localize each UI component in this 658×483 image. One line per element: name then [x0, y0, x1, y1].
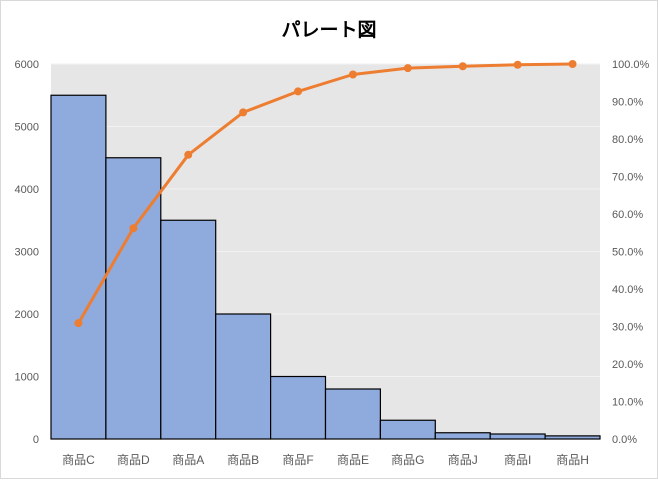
- bar: [489, 433, 546, 440]
- bar: [324, 388, 382, 440]
- line-point: [403, 64, 412, 73]
- line-point: [348, 70, 357, 79]
- line-point: [129, 224, 138, 233]
- y-tick-label: 0: [33, 434, 39, 446]
- x-tick-label: 商品A: [172, 452, 204, 467]
- x-tick-label: 商品H: [556, 452, 589, 467]
- line-point: [74, 319, 83, 328]
- y2-tick-label: 20.0%: [612, 359, 643, 371]
- bar: [544, 435, 601, 440]
- y2-tick-label: 50.0%: [612, 247, 643, 259]
- x-tick-label: 商品G: [391, 452, 424, 467]
- y-tick-label: 3000: [15, 247, 39, 259]
- y2-tick-label: 10.0%: [612, 397, 643, 409]
- y2-tick-label: 90.0%: [612, 97, 643, 109]
- line-point: [568, 60, 577, 68]
- y2-tick-label: 80.0%: [612, 134, 643, 146]
- y2-tick-label: 60.0%: [612, 209, 643, 221]
- y2-tick-label: 100.0%: [612, 59, 650, 71]
- y-tick-label: 2000: [15, 309, 39, 321]
- y2-tick-label: 40.0%: [612, 284, 643, 296]
- right-axis-ticks: 0.0% 10.0% 20.0% 30.0% 40.0% 50.0% 60.0% 70.0% 8…: [612, 59, 650, 446]
- bar: [105, 157, 162, 440]
- x-tick-label: 商品C: [62, 452, 95, 467]
- chart-title: パレート図: [281, 19, 377, 41]
- bar: [270, 375, 327, 440]
- bar: [434, 432, 491, 440]
- line-point: [294, 87, 303, 96]
- y2-tick-label: 70.0%: [612, 172, 643, 184]
- x-tick-label: 商品D: [117, 452, 150, 467]
- cumulative-line: [77, 62, 573, 324]
- x-tick-label: 商品B: [227, 452, 259, 467]
- bar-series: [50, 94, 601, 440]
- x-tick-label: 商品F: [282, 452, 313, 467]
- y2-tick-label: 30.0%: [612, 322, 643, 334]
- bar: [50, 94, 107, 440]
- bar: [379, 419, 436, 440]
- y-tick-label: 6000: [15, 59, 39, 71]
- y-tick-label: 1000: [15, 372, 39, 384]
- line-point: [458, 62, 467, 71]
- category-axis-ticks: 商品C 商品D 商品A 商品B 商品F 商品E 商品G 商品J 商品I 商品H: [62, 452, 589, 467]
- left-axis-ticks: 0 1000 2000 3000 4000 5000 6000: [15, 59, 39, 446]
- y-tick-label: 5000: [15, 122, 39, 134]
- x-tick-label: 商品E: [337, 452, 369, 467]
- bar: [160, 219, 217, 440]
- x-tick-label: 商品I: [504, 452, 531, 467]
- bar: [215, 313, 272, 440]
- x-tick-label: 商品J: [448, 452, 478, 467]
- line-point: [513, 60, 522, 69]
- line-point: [239, 108, 248, 117]
- cumulative-markers: [74, 60, 577, 328]
- y2-tick-label: 0.0%: [612, 434, 637, 446]
- y-tick-label: 4000: [15, 184, 39, 196]
- line-point: [184, 150, 193, 159]
